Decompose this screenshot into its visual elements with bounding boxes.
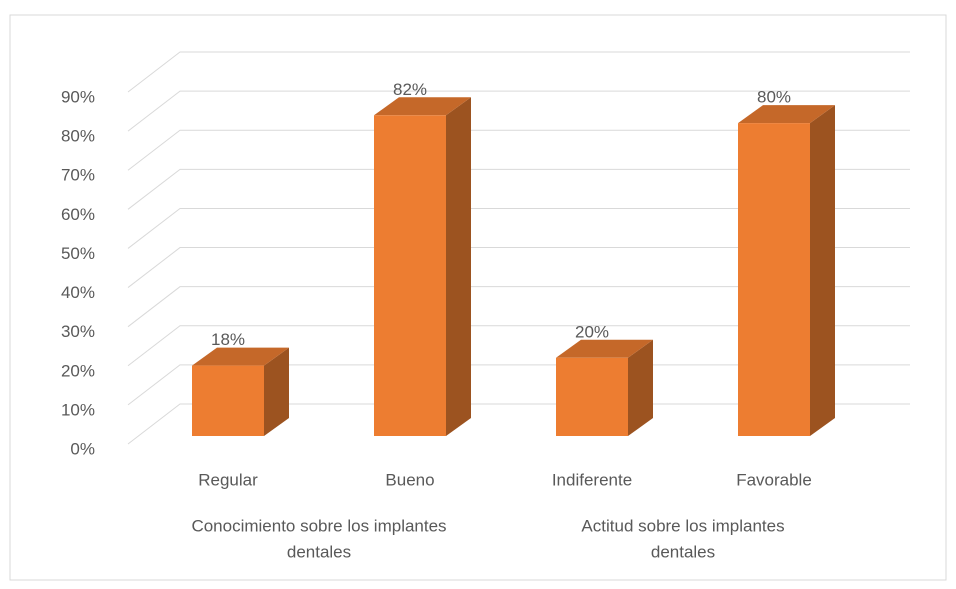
y-tick-label: 50% — [61, 244, 95, 263]
grid-line — [127, 286, 910, 328]
grid-line — [127, 168, 910, 210]
bar — [556, 357, 628, 436]
y-tick-label: 0% — [70, 439, 95, 458]
grid-line — [127, 207, 910, 249]
grid-line — [127, 325, 910, 367]
y-tick-label: 30% — [61, 322, 95, 341]
group-label: dentales — [287, 542, 351, 561]
group-label: Actitud sobre los implantes — [581, 516, 784, 535]
grid-line — [127, 129, 910, 171]
bar-top — [192, 347, 289, 366]
bar-top — [556, 339, 653, 358]
x-tick-label: Regular — [198, 470, 258, 489]
bar-side — [264, 347, 289, 436]
y-tick-label: 80% — [61, 127, 95, 146]
y-tick-label: 20% — [61, 361, 95, 380]
group-label: Conocimiento sobre los implantes — [191, 516, 446, 535]
data-label: 20% — [575, 322, 609, 341]
y-tick-label: 60% — [61, 205, 95, 224]
x-tick-label: Indiferente — [552, 470, 632, 489]
bar-side — [628, 339, 653, 436]
grid-line — [127, 364, 910, 406]
data-label: 80% — [757, 88, 791, 107]
data-label: 18% — [211, 330, 245, 349]
group-label: dentales — [651, 542, 715, 561]
bar-side — [810, 105, 835, 436]
data-label: 82% — [393, 80, 427, 99]
y-tick-label: 70% — [61, 166, 95, 185]
bar — [738, 123, 810, 436]
y-tick-label: 10% — [61, 400, 95, 419]
bar-top — [374, 97, 471, 116]
bar — [374, 115, 446, 437]
x-tick-label: Bueno — [385, 470, 434, 489]
x-tick-label: Favorable — [736, 470, 812, 489]
grid-line — [127, 90, 910, 132]
bar-side — [446, 97, 471, 437]
y-tick-label: 90% — [61, 87, 95, 106]
grid-line — [127, 51, 910, 93]
grid-line — [127, 247, 910, 288]
bar-top — [738, 105, 835, 124]
y-tick-label: 40% — [61, 283, 95, 302]
grid-line — [127, 403, 910, 445]
bar — [192, 365, 264, 436]
